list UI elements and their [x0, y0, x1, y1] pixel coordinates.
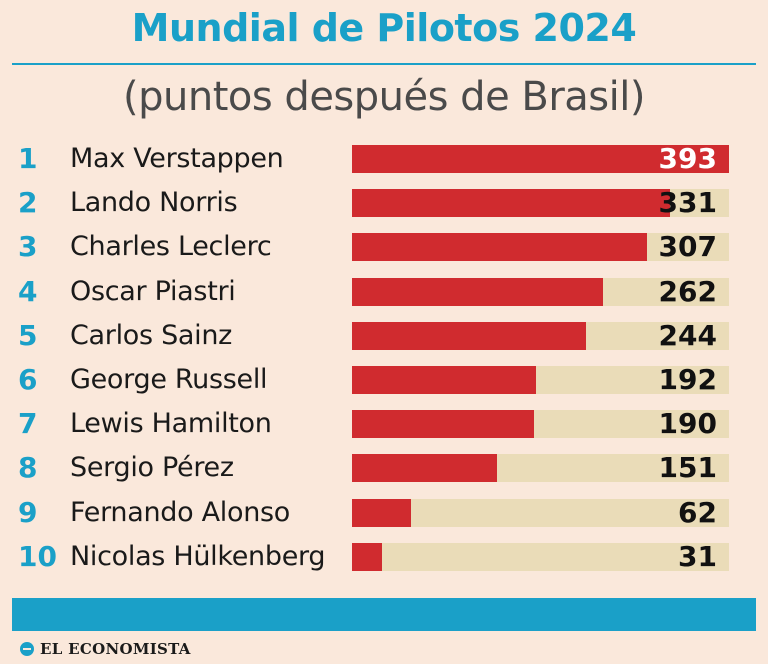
bar-fill [352, 233, 647, 262]
bar-value-label: 244 [658, 318, 717, 352]
publisher-logo: EL ECONOMISTA [20, 638, 191, 660]
chart-subtitle: (puntos después de Brasil) [123, 74, 645, 120]
bar-row: 5 Carlos Sainz 244 [0, 314, 768, 358]
chart-title: Mundial de Pilotos 2024 [131, 6, 637, 50]
bar-track: 192 [352, 366, 729, 394]
driver-name: Carlos Sainz [70, 319, 233, 351]
rank-label: 1 [18, 142, 38, 175]
bar-track: 62 [352, 495, 729, 529]
rank-label: 4 [18, 274, 38, 308]
rank-label: 3 [18, 230, 38, 264]
bar-track: 151 [352, 451, 729, 485]
bar-track: 331 [352, 186, 729, 220]
bar-value-label: 31 [678, 539, 717, 573]
driver-name: Sergio Pérez [70, 452, 234, 484]
bar-fill [352, 542, 382, 571]
bar-row: 4 Oscar Piastri 262 [0, 270, 768, 314]
bar-track: 307 [352, 230, 729, 264]
bar-fill [352, 454, 497, 483]
bar-track: 262 [352, 274, 729, 308]
title-divider [12, 63, 756, 65]
bar-row: 3 Charles Leclerc 307 [0, 225, 768, 269]
bar-fill [352, 321, 586, 350]
bar-value-label: 331 [658, 186, 717, 220]
bar-row: 8 Sergio Pérez 151 [0, 446, 768, 490]
rank-label: 9 [18, 495, 38, 529]
driver-name: Fernando Alonso [70, 496, 290, 528]
rank-label: 5 [18, 318, 38, 352]
driver-name: Max Verstappen [70, 143, 284, 174]
bar-fill [352, 410, 534, 439]
bar-row: 2 Lando Norris 331 [0, 181, 768, 225]
bar-row: 10 Nicolas Hülkenberg 31 [0, 535, 768, 579]
driver-name: Oscar Piastri [70, 275, 236, 307]
rank-label: 6 [18, 363, 38, 396]
bar-row: 1 Max Verstappen 393 [0, 137, 768, 181]
bar-fill [352, 145, 729, 173]
driver-name: Nicolas Hülkenberg [70, 540, 326, 572]
bar-value-label: 192 [658, 363, 717, 396]
bar-value-label: 307 [658, 230, 717, 264]
logo-text: EL ECONOMISTA [40, 640, 191, 658]
bar-value-label: 190 [658, 407, 717, 441]
driver-name: George Russell [70, 364, 268, 395]
bar-value-label: 393 [658, 142, 717, 175]
bar-row: 6 George Russell 192 [0, 358, 768, 402]
logo-icon [20, 642, 34, 656]
bar-fill [352, 498, 411, 527]
rank-label: 7 [18, 407, 38, 441]
rank-label: 8 [18, 451, 38, 485]
bar-chart: 1 Max Verstappen 393 2 Lando Norris 331 3 Charl… [0, 137, 768, 579]
rank-label: 10 [18, 539, 57, 573]
bar-value-label: 62 [678, 495, 717, 529]
footer-band [12, 598, 756, 631]
bar-fill [352, 277, 603, 306]
driver-name: Lando Norris [70, 187, 238, 219]
bar-track: 393 [352, 145, 729, 173]
bar-track: 31 [352, 539, 729, 573]
bar-value-label: 262 [658, 274, 717, 308]
rank-label: 2 [18, 186, 38, 220]
bar-track: 190 [352, 407, 729, 441]
driver-name: Lewis Hamilton [70, 408, 272, 440]
bar-track: 244 [352, 318, 729, 352]
bar-value-label: 151 [658, 451, 717, 485]
bar-fill [352, 366, 536, 394]
bar-row: 9 Fernando Alonso 62 [0, 491, 768, 535]
bar-fill [352, 189, 670, 218]
driver-name: Charles Leclerc [70, 231, 272, 263]
bar-row: 7 Lewis Hamilton 190 [0, 402, 768, 446]
